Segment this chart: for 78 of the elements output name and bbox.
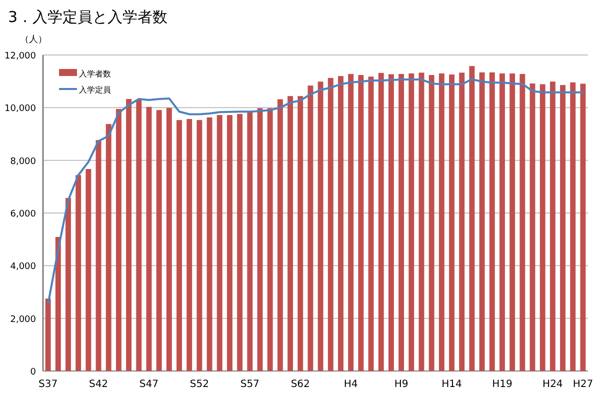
bar [499,73,505,371]
bar [146,106,152,371]
bar [530,83,536,371]
bar [570,82,576,371]
bar [66,198,71,371]
y-tick-label: 4,000 [10,262,36,272]
x-tick-label: H9 [394,379,408,390]
line-series [47,78,584,306]
x-tick-label: H19 [492,379,512,390]
bar [560,85,566,371]
bar [267,108,273,371]
bar [206,117,212,371]
x-tick-label: H14 [442,379,462,390]
y-tick-label: 6,000 [10,210,36,220]
bar [237,114,243,371]
legend-label: 入学者数 [79,70,111,78]
bar [398,74,404,371]
x-tick-label: H27 [572,379,594,390]
x-tick-label: S62 [290,379,310,390]
bar [418,72,424,371]
bar [216,115,222,371]
bar [166,108,172,371]
bar [469,66,475,371]
bar [479,72,485,371]
bar [86,169,92,371]
bar [540,84,546,371]
bar [96,140,102,371]
bar [520,74,526,371]
bar [348,74,354,371]
chart-title: 3．入学定員と入学者数 [8,8,168,26]
x-tick-label: S42 [88,379,108,390]
bar [55,236,61,371]
bar [226,115,232,371]
bar [408,73,414,371]
bar [449,74,454,371]
bar [116,108,122,371]
bar [358,75,364,371]
bar [136,100,142,371]
y-tick-label: 10,000 [4,104,36,114]
bar [388,74,394,371]
bar [277,99,283,371]
bar [378,72,384,371]
y-tick-label: 8,000 [10,156,36,167]
bar [328,78,334,371]
bar [76,175,82,371]
bar [308,86,314,371]
bar [257,108,263,371]
bar [459,72,465,371]
x-tick-label: H4 [344,379,358,390]
x-tick-label: S57 [240,379,260,390]
y-tick-label: 12,000 [4,52,36,62]
bar [288,96,293,371]
y-tick-label: 0 [30,368,36,378]
legend-label: 入学定員 [79,86,111,94]
bar [550,82,556,371]
x-tick-label: S52 [190,379,209,390]
bar [196,120,202,371]
bar [580,84,586,371]
bar [338,76,344,371]
x-tick-label: H24 [542,379,563,390]
bar [318,82,324,371]
bar [298,96,304,371]
bar [247,112,253,371]
bar [126,98,132,371]
bar [489,72,495,371]
bar [438,73,444,371]
x-tick-label: S37 [38,379,58,390]
y-axis-title: （人） [20,34,47,45]
bar [186,118,192,371]
bar [45,298,51,371]
bar [368,76,374,371]
bar [428,75,434,371]
x-tick-label: S47 [139,379,159,390]
bar [156,110,162,371]
bar [176,120,182,371]
bar [106,124,112,371]
bar [510,73,516,371]
y-tick-label: 2,000 [10,314,36,325]
